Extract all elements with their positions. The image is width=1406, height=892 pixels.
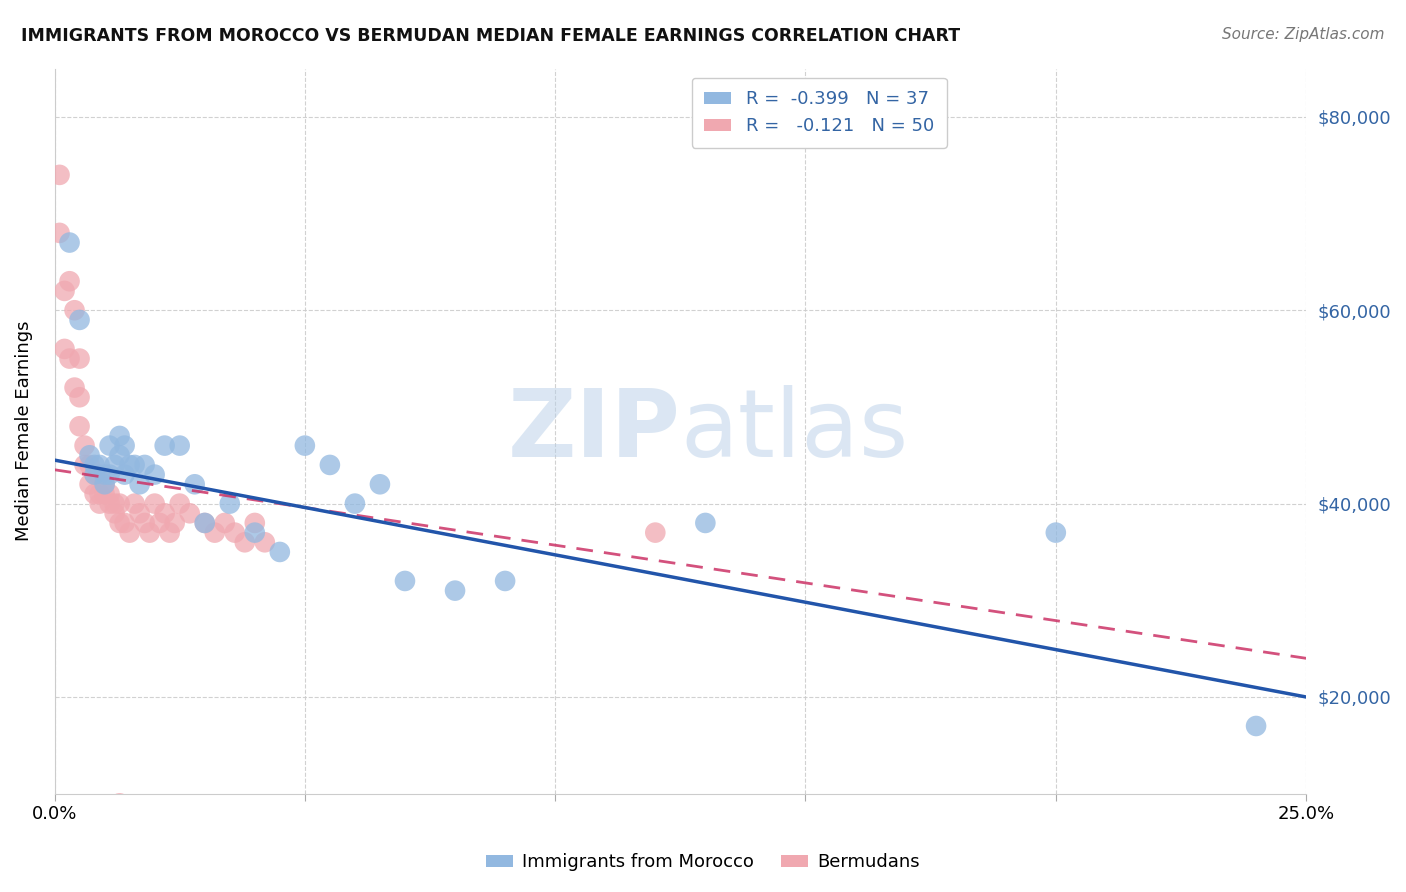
Point [124,497,146,511]
Point [58,351,80,366]
Point [53,342,76,356]
Point [169,497,191,511]
Point [149,516,172,530]
Point [69,313,91,327]
Point [128,477,150,491]
Point [233,535,256,549]
Point [89,497,111,511]
Point [343,497,366,511]
Point [98,467,121,482]
Point [124,458,146,472]
Point [204,525,226,540]
Point [163,516,186,530]
Point [108,429,131,443]
Point [183,477,205,491]
Point [114,439,136,453]
Point [98,439,121,453]
Point [98,497,121,511]
Point [134,516,156,530]
Point [63,381,86,395]
Point [104,506,127,520]
Point [79,458,101,472]
Point [153,506,176,520]
Point [89,467,111,482]
Point [134,458,156,472]
Point [644,525,666,540]
Point [83,487,105,501]
Point [69,351,91,366]
Point [73,439,96,453]
Point [108,516,131,530]
Text: IMMIGRANTS FROM MOROCCO VS BERMUDAN MEDIAN FEMALE EARNINGS CORRELATION CHART: IMMIGRANTS FROM MOROCCO VS BERMUDAN MEDI… [21,27,960,45]
Point [48,168,70,182]
Point [394,574,416,588]
Text: Source: ZipAtlas.com: Source: ZipAtlas.com [1222,27,1385,42]
Point [93,487,115,501]
Point [83,458,105,472]
Point [53,284,76,298]
Point [294,439,316,453]
Point [143,467,166,482]
Point [108,797,131,811]
Point [218,497,240,511]
Point [83,467,105,482]
Point [444,583,467,598]
Point [58,274,80,288]
Text: ZIP: ZIP [508,385,681,477]
Point [224,525,246,540]
Legend: Immigrants from Morocco, Bermudans: Immigrants from Morocco, Bermudans [479,847,927,879]
Point [269,545,291,559]
Point [93,467,115,482]
Point [243,525,266,540]
Point [128,506,150,520]
Point [494,574,516,588]
Point [98,487,121,501]
Point [118,458,141,472]
Point [153,439,176,453]
Point [69,390,91,404]
Point [108,448,131,462]
Point [73,458,96,472]
Point [79,477,101,491]
Point [93,477,115,491]
Point [243,516,266,530]
Point [83,467,105,482]
Legend: R =  -0.399   N = 37, R =   -0.121   N = 50: R = -0.399 N = 37, R = -0.121 N = 50 [692,78,946,148]
Point [143,497,166,511]
Point [169,439,191,453]
Point [104,458,127,472]
Point [368,477,391,491]
Point [48,226,70,240]
Point [695,516,717,530]
Point [114,467,136,482]
Point [93,477,115,491]
Point [253,535,276,549]
Point [179,506,201,520]
Point [104,497,127,511]
Point [58,235,80,250]
Point [69,419,91,434]
Point [114,516,136,530]
Point [138,525,160,540]
Y-axis label: Median Female Earnings: Median Female Earnings [15,321,32,541]
Point [79,448,101,462]
Point [89,487,111,501]
Point [159,525,181,540]
Point [1045,525,1067,540]
Point [214,516,236,530]
Point [194,516,217,530]
Point [63,303,86,318]
Point [194,516,217,530]
Point [319,458,342,472]
Point [108,497,131,511]
Point [1244,719,1267,733]
Text: atlas: atlas [681,385,908,477]
Point [89,458,111,472]
Point [118,525,141,540]
